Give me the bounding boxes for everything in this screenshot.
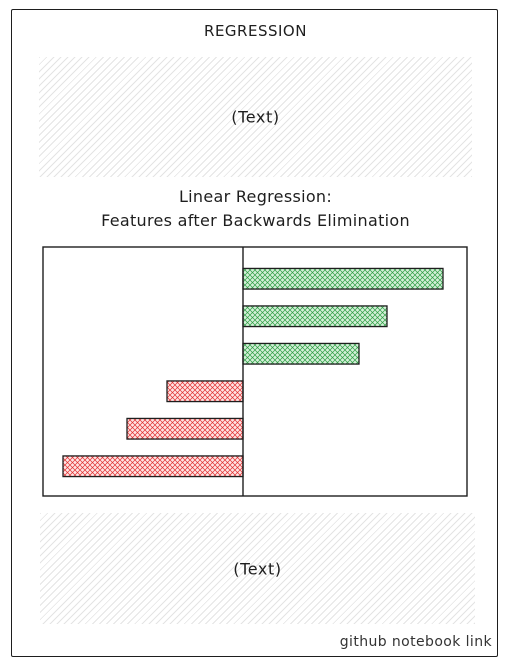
card-frame (11, 9, 498, 657)
positive-coefficient-bar-2 (242, 305, 388, 328)
text-placeholder-top-label: (Text) (231, 107, 280, 127)
section-title: REGRESSION (204, 22, 307, 40)
negative-coefficient-bar-4 (166, 380, 244, 403)
text-placeholder-bottom-label: (Text) (233, 559, 282, 578)
github-notebook-link[interactable]: github notebook link (339, 634, 492, 650)
text-placeholder-bottom: (Text) (40, 513, 475, 624)
negative-coefficient-bar-6 (62, 455, 244, 478)
bars-layer (62, 267, 444, 478)
chart-title-line2: Features after Backwards Elimination (101, 211, 410, 230)
positive-coefficient-bar-1 (242, 267, 444, 290)
text-placeholder-top: (Text) (39, 57, 472, 177)
positive-coefficient-bar-3 (242, 342, 360, 365)
chart-title-line1: Linear Regression: (178, 187, 333, 206)
negative-coefficient-bar-5 (126, 417, 244, 440)
plot-area-frame (42, 246, 468, 497)
